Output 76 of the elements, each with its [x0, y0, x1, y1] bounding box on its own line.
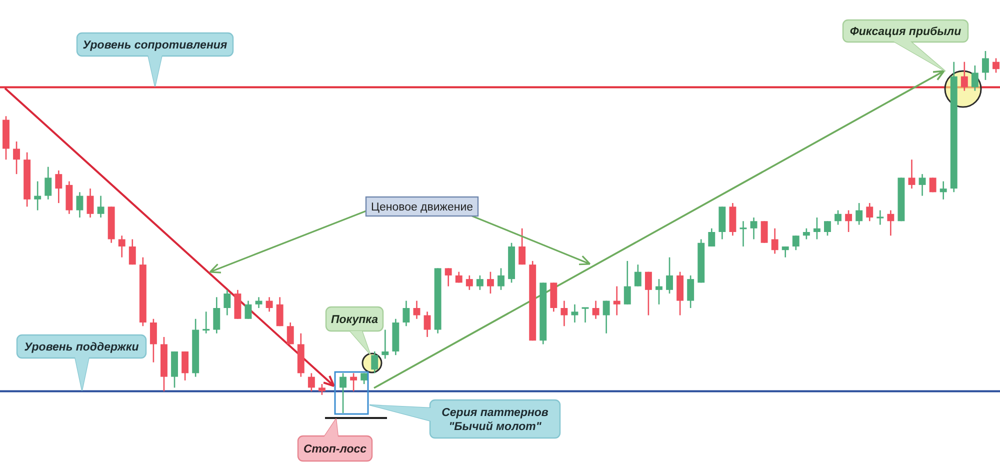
candlestick — [771, 228, 778, 254]
candlestick — [792, 234, 800, 251]
candlestick — [286, 322, 294, 345]
candlestick — [887, 210, 894, 236]
candlestick — [350, 372, 358, 392]
candlestick — [929, 177, 936, 193]
candlestick — [602, 300, 610, 334]
candlestick — [613, 286, 620, 316]
candlestick — [824, 220, 831, 236]
candlestick — [982, 50, 989, 81]
candlestick — [266, 296, 273, 312]
candlestick — [371, 350, 378, 374]
ref-line-label: Уровень сопротивления — [82, 40, 228, 52]
candlestick — [760, 220, 768, 244]
candlestick — [592, 300, 600, 320]
candlestick — [960, 61, 968, 92]
ref-line-label: Уровень поддержки — [24, 342, 139, 354]
candlestick — [856, 202, 863, 226]
candlestick — [992, 58, 1000, 74]
candlestick — [86, 188, 94, 218]
candlestick — [224, 289, 231, 316]
candlestick — [202, 310, 210, 334]
candlestick — [971, 64, 978, 92]
text: Стоп-лосс — [303, 444, 368, 456]
candlestick — [213, 296, 220, 334]
candlestick — [813, 216, 820, 240]
candlestick — [382, 329, 389, 360]
candlestick — [413, 300, 420, 320]
candlestick — [44, 166, 52, 200]
candlestick — [750, 216, 758, 240]
candlestick — [128, 238, 136, 266]
candlestick — [802, 228, 810, 240]
candlestick — [340, 372, 346, 414]
candlestick — [276, 296, 284, 327]
candlestick — [318, 383, 326, 396]
candlestick — [308, 372, 315, 392]
candlestick — [360, 372, 368, 385]
candlestick — [13, 140, 20, 175]
candlestick — [150, 318, 157, 363]
candlestick — [518, 228, 526, 266]
candlestick — [444, 268, 452, 287]
candlestick — [76, 192, 84, 218]
candlestick — [182, 350, 189, 382]
candlestick — [845, 210, 852, 233]
candlestick — [424, 310, 431, 338]
candlestick — [118, 234, 126, 258]
candlestick — [708, 228, 716, 248]
candlestick — [498, 268, 504, 291]
candlestick — [666, 256, 673, 294]
candlestick — [560, 300, 568, 327]
candlestick — [876, 210, 884, 226]
candlestick — [476, 274, 484, 291]
candlestick — [466, 274, 473, 291]
candlestick — [582, 307, 589, 324]
candlestick — [255, 296, 262, 309]
candlestick — [656, 278, 662, 306]
annotation: Покупка — [330, 314, 379, 326]
annotation: Ценовое движение — [370, 202, 474, 214]
text: Фиксация прибыли — [850, 26, 962, 38]
candlestick — [571, 304, 578, 324]
candlestick — [402, 300, 410, 327]
candlestick — [940, 180, 947, 200]
annotation: Серия паттернов "Бычий молот" — [442, 407, 548, 434]
candlestick — [918, 173, 926, 196]
candlestick — [486, 271, 494, 294]
candlestick — [687, 274, 694, 309]
candlestick — [244, 300, 252, 320]
candlestick — [908, 158, 916, 190]
candlestick — [644, 271, 652, 316]
candlestick — [97, 195, 104, 218]
candlestick — [34, 180, 42, 211]
candlestick — [866, 202, 874, 222]
candlestick — [624, 260, 631, 306]
candlestick — [634, 264, 642, 287]
candlestick — [55, 170, 62, 204]
candlestick — [834, 210, 842, 226]
